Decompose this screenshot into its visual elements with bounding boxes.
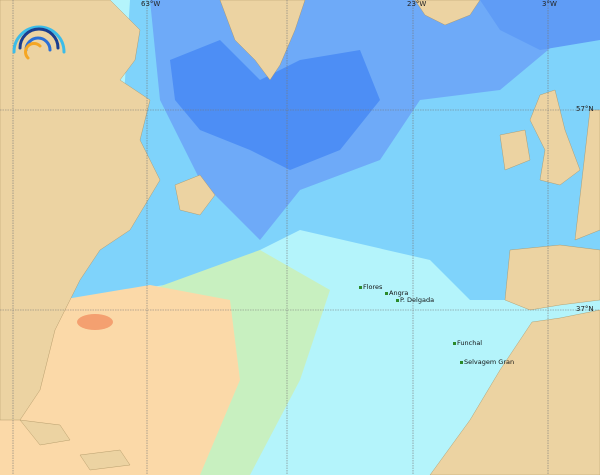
land-newfoundland [174,174,216,216]
land-north-america [0,0,161,421]
place-label: Flores [363,283,383,291]
place-angra[interactable]: Angra [385,289,408,297]
lon-label-3w: 3°W [542,0,557,8]
lat-label-37n: 37°N [576,305,594,313]
location-marker-icon [453,341,456,345]
land-greenland [219,0,306,81]
land-africa [429,309,600,475]
place-flores[interactable]: Flores [359,283,382,291]
land-europe [574,109,600,241]
place-selvagem-gran[interactable]: Selvagem Gran [460,358,514,366]
place-label: P. Delgada [400,296,435,304]
place-label: Selvagem Gran [464,358,515,366]
wave-arcs-logo [12,25,66,60]
location-marker-icon [385,291,388,295]
location-marker-icon [460,360,463,364]
place-p-delgada[interactable]: P. Delgada [396,296,434,304]
location-marker-icon [359,285,362,289]
land-iberia [504,244,600,311]
land-uk [529,89,581,186]
land-caribbean [19,419,131,471]
place-funchal[interactable]: Funchal [453,339,482,347]
hot-spot [77,314,113,330]
land-iceland [414,0,481,26]
lat-label-57n: 57°N [576,105,594,113]
lon-label-63w: 63°W [141,0,161,8]
land-ireland [499,129,531,171]
place-label: Angra [389,289,409,297]
lon-label-23w: 23°W [407,0,427,8]
deep-blue-zone-ne [480,0,600,50]
location-marker-icon [396,298,399,302]
deep-blue-zone [170,40,380,170]
place-label: Funchal [457,339,483,347]
